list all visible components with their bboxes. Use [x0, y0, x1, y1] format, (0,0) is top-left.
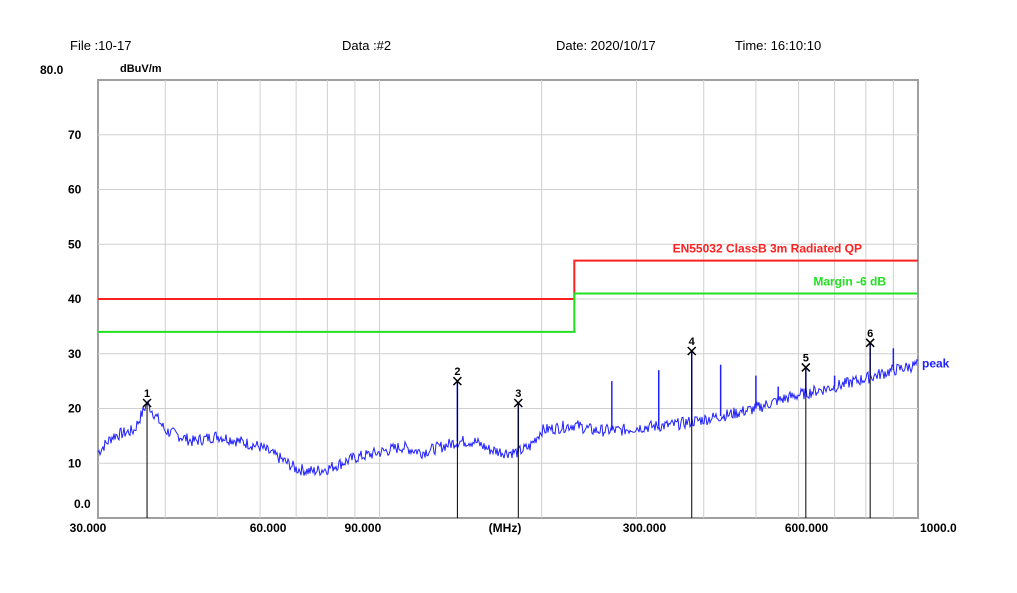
- marker-label: 1: [144, 388, 150, 400]
- peak-trace: [97, 358, 919, 477]
- marker-x-icon: [801, 362, 811, 372]
- marker-label: 4: [689, 336, 696, 348]
- x-tick-label: 300.000: [623, 521, 667, 535]
- x-tick-label: 1000.0: [920, 521, 957, 535]
- marker-label: 2: [454, 366, 460, 378]
- limit-label: Margin -6 dB: [813, 275, 886, 289]
- marker-x-icon: [865, 338, 875, 348]
- series-label: peak: [922, 357, 950, 371]
- x-tick-label: 60.000: [250, 521, 287, 535]
- y-tick-label: 40: [68, 292, 82, 306]
- marker-x-icon: [513, 398, 523, 408]
- marker-x-icon: [142, 398, 152, 408]
- data-label: Data :#2: [342, 38, 392, 53]
- marker-x-icon: [687, 346, 697, 356]
- x-tick-label: 90.000: [345, 521, 382, 535]
- limit-line: [98, 259, 918, 300]
- y-axis-label: dBuV/m: [120, 63, 162, 75]
- y-tick-label: 20: [68, 402, 82, 416]
- y-tick-label: 30: [68, 347, 82, 361]
- marker-label: 5: [803, 352, 809, 364]
- marker-label: 3: [515, 388, 521, 400]
- time-label: Time: 16:10:10: [735, 38, 822, 53]
- limit-line: [98, 292, 918, 333]
- file-label: File :10-17: [70, 38, 132, 53]
- y-tick-label: 60: [68, 183, 82, 197]
- date-label: Date: 2020/10/17: [556, 38, 656, 53]
- x-tick-label: 600.000: [785, 521, 829, 535]
- y-tick-label: 80.0: [40, 63, 64, 77]
- limit-label: EN55032 ClassB 3m Radiated QP: [673, 242, 862, 256]
- y-tick-label: 0.0: [74, 497, 91, 511]
- marker-label: 6: [867, 328, 873, 340]
- y-tick-label: 10: [68, 456, 82, 470]
- marker-x-icon: [452, 376, 462, 386]
- y-tick-label: 50: [68, 237, 82, 251]
- y-tick-label: 70: [68, 128, 82, 142]
- x-tick-label: 30.000: [70, 521, 107, 535]
- x-axis-label: (MHz): [489, 521, 522, 535]
